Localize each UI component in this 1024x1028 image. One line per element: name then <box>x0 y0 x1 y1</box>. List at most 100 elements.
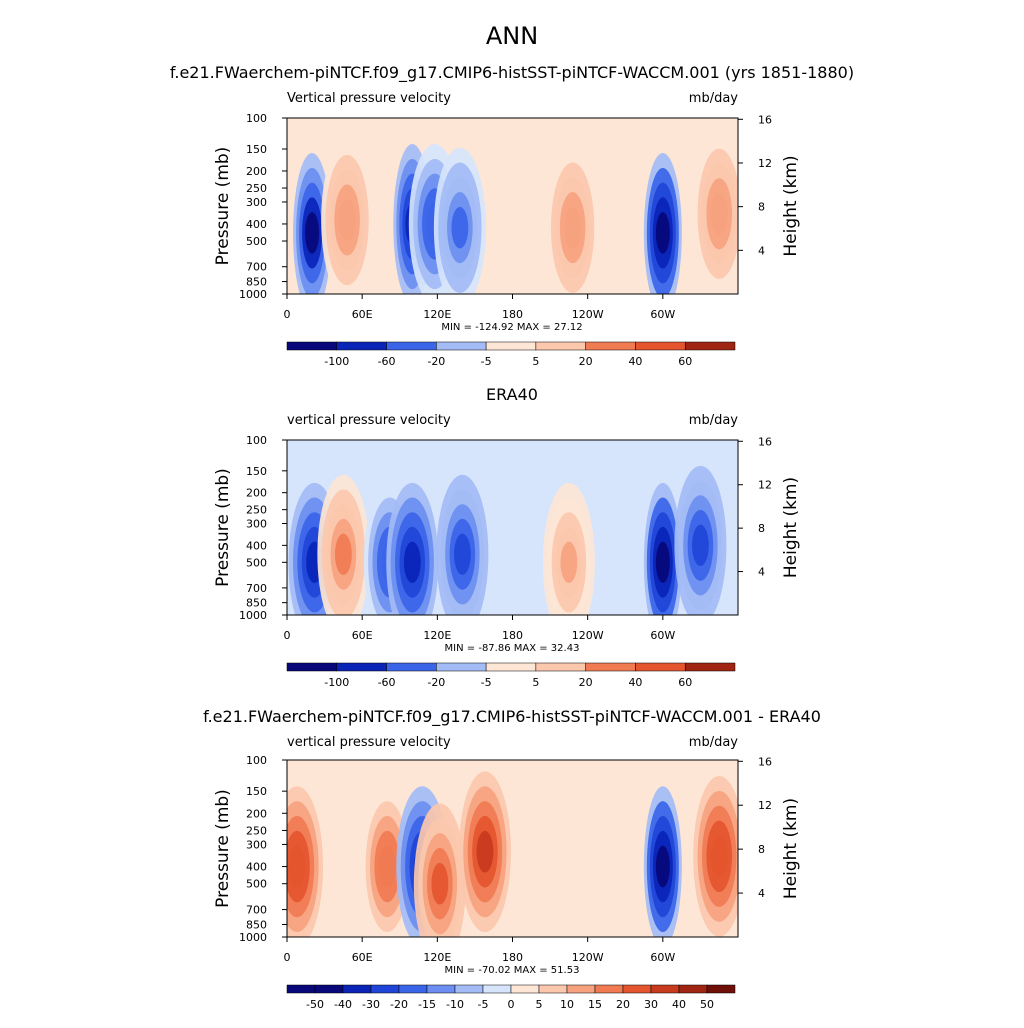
units-label: mb/day <box>689 413 739 428</box>
feature-8 <box>693 133 738 294</box>
colorbar-label: -20 <box>427 355 445 368</box>
y-tick-label: 200 <box>246 487 267 500</box>
colorbar-label: -30 <box>362 998 380 1011</box>
min-max-stats: MIN = -124.92 MAX = 27.12 <box>441 322 582 333</box>
feature-1 <box>287 786 324 937</box>
x-tick-label: 0 <box>284 951 291 964</box>
colorbar-label: -50 <box>306 998 324 1011</box>
y-axis-title: Pressure (mb) <box>213 789 233 908</box>
y-axis-title: Pressure (mb) <box>213 147 233 266</box>
x-tick-label: 60E <box>352 951 373 964</box>
colorbar-label: 40 <box>628 355 642 368</box>
colorbar-label: -100 <box>324 676 349 689</box>
contour-field <box>287 440 738 615</box>
panels: f.e21.FWaerchem-piNTCF.f09_g17.CMIP6-his… <box>170 63 854 1011</box>
colorbar-label: -15 <box>418 998 436 1011</box>
height-tick-label: 16 <box>758 435 772 448</box>
figure-title: ANN <box>486 22 538 50</box>
x-tick-label: 180 <box>502 629 523 642</box>
colorbar-label: 5 <box>532 355 539 368</box>
colorbar-label: -5 <box>481 676 492 689</box>
y-tick-label: 250 <box>246 504 267 517</box>
y-tick-label: 850 <box>246 276 267 289</box>
y-tick-label: 200 <box>246 165 267 178</box>
y-tick-label: 100 <box>246 112 267 125</box>
y-tick-label: 850 <box>246 919 267 932</box>
y-tick-label: 150 <box>246 465 267 478</box>
x-tick-label: 60E <box>352 308 373 321</box>
colorbar-label: 30 <box>644 998 658 1011</box>
units-label: mb/day <box>689 91 739 106</box>
right-axis-title: Height (km) <box>781 477 801 578</box>
y-tick-label: 100 <box>246 434 267 447</box>
feature-4 <box>386 482 439 615</box>
y-tick-label: 200 <box>246 807 267 820</box>
colorbar-label: 60 <box>678 355 692 368</box>
feature-4 <box>413 803 466 937</box>
feature-7 <box>643 153 682 294</box>
colorbar-label: 20 <box>616 998 630 1011</box>
colorbar-label: -5 <box>481 355 492 368</box>
height-tick-label: 8 <box>758 522 765 535</box>
colorbar-label: 60 <box>678 676 692 689</box>
colorbar-label: 15 <box>588 998 602 1011</box>
units-label: mb/day <box>689 735 739 750</box>
colorbar-label: 20 <box>579 676 593 689</box>
feature-5 <box>458 771 511 933</box>
colorbar-label: 0 <box>508 998 515 1011</box>
panel-title: f.e21.FWaerchem-piNTCF.f09_g17.CMIP6-his… <box>203 707 821 727</box>
feature-6 <box>542 482 595 615</box>
y-tick-label: 150 <box>246 785 267 798</box>
feature-7 <box>693 775 738 937</box>
height-tick-label: 8 <box>758 843 765 856</box>
x-tick-label: 120W <box>572 629 604 642</box>
colorbar-label: -10 <box>446 998 464 1011</box>
height-tick-label: 16 <box>758 113 772 126</box>
x-tick-label: 120E <box>423 951 451 964</box>
contour-field <box>287 760 738 937</box>
x-tick-label: 0 <box>284 629 291 642</box>
panel-3: f.e21.FWaerchem-piNTCF.f09_g17.CMIP6-his… <box>203 707 821 1011</box>
min-max-stats: MIN = -70.02 MAX = 51.53 <box>445 965 580 976</box>
panel-title: f.e21.FWaerchem-piNTCF.f09_g17.CMIP6-his… <box>170 63 854 83</box>
y-tick-label: 1000 <box>239 609 267 622</box>
feature-8 <box>674 465 727 615</box>
y-tick-label: 1000 <box>239 288 267 301</box>
height-tick-label: 12 <box>758 157 772 170</box>
x-tick-label: 120E <box>423 629 451 642</box>
variable-label: vertical pressure velocity <box>287 735 451 750</box>
colorbar-label: 20 <box>579 355 593 368</box>
feature-2 <box>321 140 374 294</box>
contour-field <box>287 118 738 294</box>
height-tick-label: 12 <box>758 479 772 492</box>
feature-6 <box>643 786 682 937</box>
y-tick-label: 500 <box>246 878 267 891</box>
y-tick-label: 850 <box>246 597 267 610</box>
min-max-stats: MIN = -87.86 MAX = 32.43 <box>445 643 580 654</box>
colorbar-label: 5 <box>536 998 543 1011</box>
x-tick-label: 60W <box>650 629 675 642</box>
colorbar-label: 50 <box>700 998 714 1011</box>
height-tick-label: 12 <box>758 799 772 812</box>
right-axis-title: Height (km) <box>781 798 801 899</box>
x-tick-label: 180 <box>502 308 523 321</box>
panel-title: ERA40 <box>486 385 538 404</box>
y-tick-label: 700 <box>246 261 267 274</box>
colorbar-label: -60 <box>378 676 396 689</box>
colorbar-label: -20 <box>390 998 408 1011</box>
x-tick-label: 60W <box>650 951 675 964</box>
panel-1: f.e21.FWaerchem-piNTCF.f09_g17.CMIP6-his… <box>170 63 854 368</box>
y-tick-label: 300 <box>246 196 267 209</box>
y-tick-label: 100 <box>246 754 267 767</box>
height-tick-label: 16 <box>758 755 772 768</box>
x-tick-label: 180 <box>502 951 523 964</box>
colorbar: -50 -40 -30 -20 -15 -10 -5 0 5 10 15 20 30 40 50 <box>286 984 736 1011</box>
feature-5 <box>433 147 486 294</box>
y-tick-label: 400 <box>246 539 267 552</box>
colorbar: -100 -60 -20 -5 5 20 40 60 <box>286 662 736 689</box>
y-tick-label: 500 <box>246 235 267 248</box>
right-axis-title: Height (km) <box>781 155 801 256</box>
y-tick-label: 300 <box>246 838 267 851</box>
y-tick-label: 700 <box>246 904 267 917</box>
